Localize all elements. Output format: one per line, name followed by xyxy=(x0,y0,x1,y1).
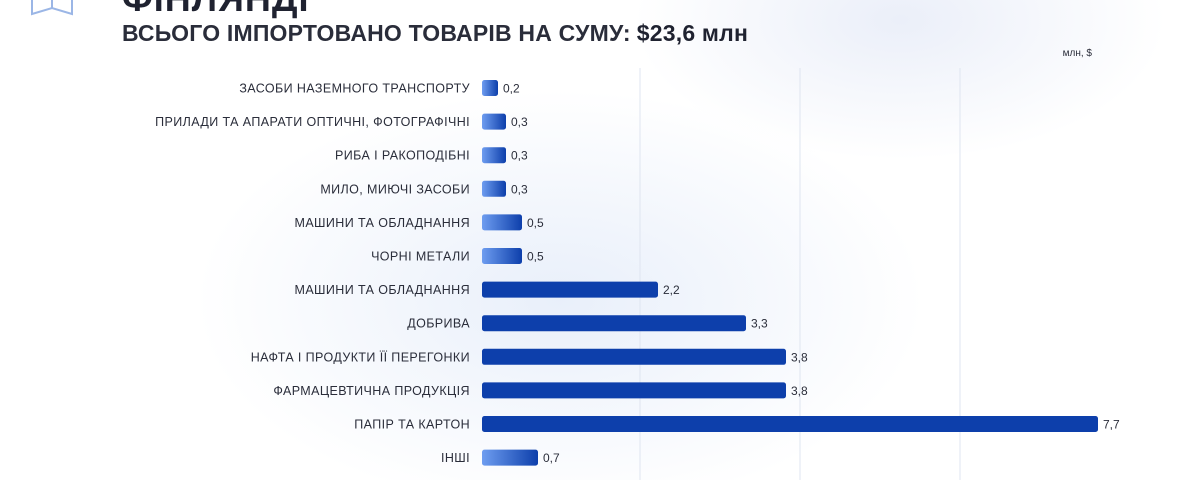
value-label: 0,5 xyxy=(527,250,544,264)
category-label: ІНШІ xyxy=(441,451,470,465)
value-label: 2,2 xyxy=(663,283,680,297)
bars: ЗАСОБИ НАЗЕМНОГО ТРАНСПОРТУ 0,2 ПРИЛАДИ ТА… xyxy=(155,80,1120,466)
page-title: ФІНЛЯНДІ xyxy=(122,0,310,20)
value-label: 7,7 xyxy=(1103,418,1120,432)
category-label: ФАРМАЦЕВТИЧНА ПРОДУКЦІЯ xyxy=(273,384,470,398)
bar xyxy=(482,180,506,197)
value-label: 0,7 xyxy=(543,451,560,465)
bar xyxy=(482,348,786,365)
bar xyxy=(482,315,746,332)
category-label: ЗАСОБИ НАЗЕМНОГО ТРАНСПОРТУ xyxy=(239,82,470,96)
subtitle-text: ВСЬОГО ІМПОРТОВАНО ТОВАРІВ НА СУМУ: xyxy=(122,20,631,46)
chart-subtitle: ВСЬОГО ІМПОРТОВАНО ТОВАРІВ НА СУМУ: $23,6… xyxy=(122,20,748,47)
category-label: МАШИНИ ТА ОБЛАДНАННЯ xyxy=(295,216,471,230)
category-label: МИЛО, МИЮЧІ ЗАСОБИ xyxy=(320,182,470,196)
value-label: 3,8 xyxy=(791,350,808,364)
total-amount: $23,6 млн xyxy=(636,20,749,46)
bar xyxy=(482,416,1098,432)
unit-label: млн, $ xyxy=(1062,48,1092,59)
value-label: 0,3 xyxy=(511,149,528,163)
bar xyxy=(482,214,522,231)
category-label: РИБА І РАКОПОДІБНІ xyxy=(335,149,470,163)
value-label: 3,8 xyxy=(791,384,808,398)
category-label: НАФТА І ПРОДУКТИ ЇЇ ПЕРЕГОНКИ xyxy=(251,350,470,364)
category-label: ПАПІР ТА КАРТОН xyxy=(354,418,470,432)
category-label: ЧОРНІ МЕТАЛИ xyxy=(371,250,470,264)
bar xyxy=(482,449,538,466)
bar xyxy=(482,248,522,264)
category-label: ДОБРИВА xyxy=(407,317,470,331)
category-label: ПРИЛАДИ ТА АПАРАТИ ОПТИЧНІ, ФОТОГРАФІЧНІ xyxy=(155,115,470,129)
bar xyxy=(482,113,506,130)
value-label: 0,5 xyxy=(527,216,544,230)
bar xyxy=(482,80,498,96)
gridlines xyxy=(639,68,961,480)
bar xyxy=(482,281,658,298)
value-label: 0,3 xyxy=(511,182,528,196)
bar xyxy=(482,147,506,164)
category-label: МАШИНИ ТА ОБЛАДНАННЯ xyxy=(295,283,471,297)
bar xyxy=(482,382,786,399)
value-label: 3,3 xyxy=(751,317,768,331)
book-logo-icon xyxy=(31,0,73,16)
value-label: 0,3 xyxy=(511,115,528,129)
value-label: 0,2 xyxy=(503,82,520,96)
